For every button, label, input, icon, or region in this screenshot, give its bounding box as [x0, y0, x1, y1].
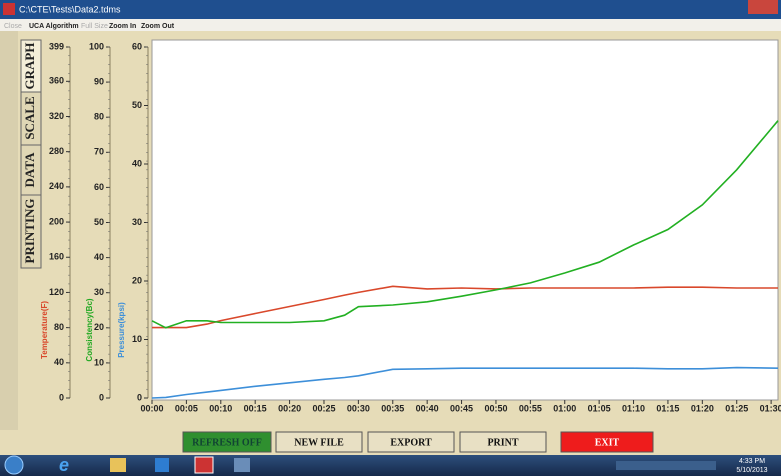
y-tick-label: 70 [94, 147, 104, 157]
y-tick-label: 40 [132, 158, 142, 168]
close-window-button[interactable] [748, 0, 778, 14]
button-label: REFRESH OFF [192, 437, 262, 448]
button-label: NEW FILE [294, 437, 344, 448]
x-tick-label: 01:10 [622, 403, 645, 413]
window-title: C:\CTE\Tests\Data2.tdms [19, 4, 121, 14]
x-tick-label: 00:05 [175, 403, 198, 413]
start-button[interactable] [4, 455, 24, 475]
y-tick-label: 30 [94, 287, 104, 297]
tab-label: GRAPH [22, 43, 37, 90]
x-tick-label: 00:35 [381, 403, 404, 413]
y-tick-label: 100 [89, 41, 104, 51]
x-tick-label: 01:00 [553, 403, 576, 413]
left-strip [0, 31, 18, 455]
x-tick-label: 00:55 [519, 403, 542, 413]
menu-item[interactable]: Zoom In [109, 23, 136, 30]
menu-item[interactable]: Full Size [81, 23, 108, 30]
y-tick-label: 60 [132, 41, 142, 51]
chart: 04080120160200240280320360399Temperature… [40, 41, 781, 413]
y-tick-label: 0 [99, 392, 104, 402]
button-label: EXIT [595, 437, 620, 448]
y-tick-label: 50 [132, 100, 142, 110]
exit-button[interactable] [560, 431, 654, 453]
x-tick-label: 00:25 [312, 403, 335, 413]
tabs: GRAPH SCALE DATA PRINTING [20, 39, 42, 269]
clock-time: 4:33 PM [739, 458, 765, 465]
tab-label: SCALE [22, 96, 37, 139]
title-bar [0, 0, 781, 19]
menu-item[interactable]: UCA Algorithm [29, 23, 79, 30]
y-tick-label: 0 [137, 392, 142, 402]
y-tick-label: 320 [49, 111, 64, 121]
y-tick-label: 280 [49, 146, 64, 156]
menu-item[interactable]: Zoom Out [141, 23, 175, 30]
x-tick-label: 00:40 [416, 403, 439, 413]
y-tick-label: 240 [49, 181, 64, 191]
x-tick-label: 00:20 [278, 403, 301, 413]
clock-date: 5/10/2013 [736, 467, 767, 474]
tab[interactable] [20, 194, 42, 269]
button-label: EXPORT [390, 437, 432, 448]
new-file-button[interactable] [275, 431, 363, 453]
app-icon [3, 3, 15, 15]
folder-icon[interactable] [110, 458, 126, 472]
app-icon[interactable] [234, 458, 250, 472]
y-tick-label: 20 [94, 322, 104, 332]
x-tick-label: 00:45 [450, 403, 473, 413]
plot-area [151, 39, 779, 401]
tab-label: PRINTING [22, 198, 37, 263]
x-tick-label: 01:15 [656, 403, 679, 413]
tray-icons [616, 461, 716, 470]
series-line [151, 366, 779, 399]
y-tick-label: 20 [132, 275, 142, 285]
tab-label: DATA [22, 152, 37, 188]
cte-icon[interactable] [194, 456, 214, 474]
y-tick-label: 120 [49, 287, 64, 297]
export-button[interactable] [367, 431, 455, 453]
media-icon[interactable] [155, 458, 169, 472]
y-tick-label: 360 [49, 76, 64, 86]
x-tick-label: 00:15 [244, 403, 267, 413]
y-axis-label: Consistency(Bc) [85, 298, 94, 361]
y-tick-label: 80 [54, 322, 64, 332]
x-tick-label: 00:00 [140, 403, 163, 413]
x-tick-label: 01:30 [760, 403, 781, 413]
y-tick-label: 10 [94, 357, 104, 367]
y-tick-label: 30 [132, 217, 142, 227]
x-tick-label: 00:10 [209, 403, 232, 413]
y-tick-label: 40 [54, 357, 64, 367]
y-tick-label: 80 [94, 112, 104, 122]
y-tick-label: 200 [49, 216, 64, 226]
series-line [151, 120, 779, 329]
browser-icon[interactable]: e [59, 455, 69, 475]
x-tick-label: 00:30 [347, 403, 370, 413]
button-label: PRINT [487, 437, 518, 448]
y-axis-label: Temperature(F) [40, 301, 49, 359]
x-tick-label: 01:05 [588, 403, 611, 413]
refresh-button[interactable] [182, 431, 272, 453]
y-tick-label: 50 [94, 217, 104, 227]
y-tick-label: 40 [94, 252, 104, 262]
print-button[interactable] [459, 431, 547, 453]
y-tick-label: 160 [49, 252, 64, 262]
menu-item[interactable]: Close [4, 23, 22, 30]
x-tick-label: 01:20 [691, 403, 714, 413]
x-tick-label: 00:50 [484, 403, 507, 413]
y-tick-label: 60 [94, 182, 104, 192]
y-tick-label: 10 [132, 334, 142, 344]
x-tick-label: 01:25 [725, 403, 748, 413]
y-tick-label: 0 [59, 392, 64, 402]
y-tick-label: 399 [49, 41, 64, 51]
y-axis-label: Pressure(kpsi) [117, 302, 126, 358]
menu-bar [0, 19, 781, 31]
y-tick-label: 90 [94, 76, 104, 86]
